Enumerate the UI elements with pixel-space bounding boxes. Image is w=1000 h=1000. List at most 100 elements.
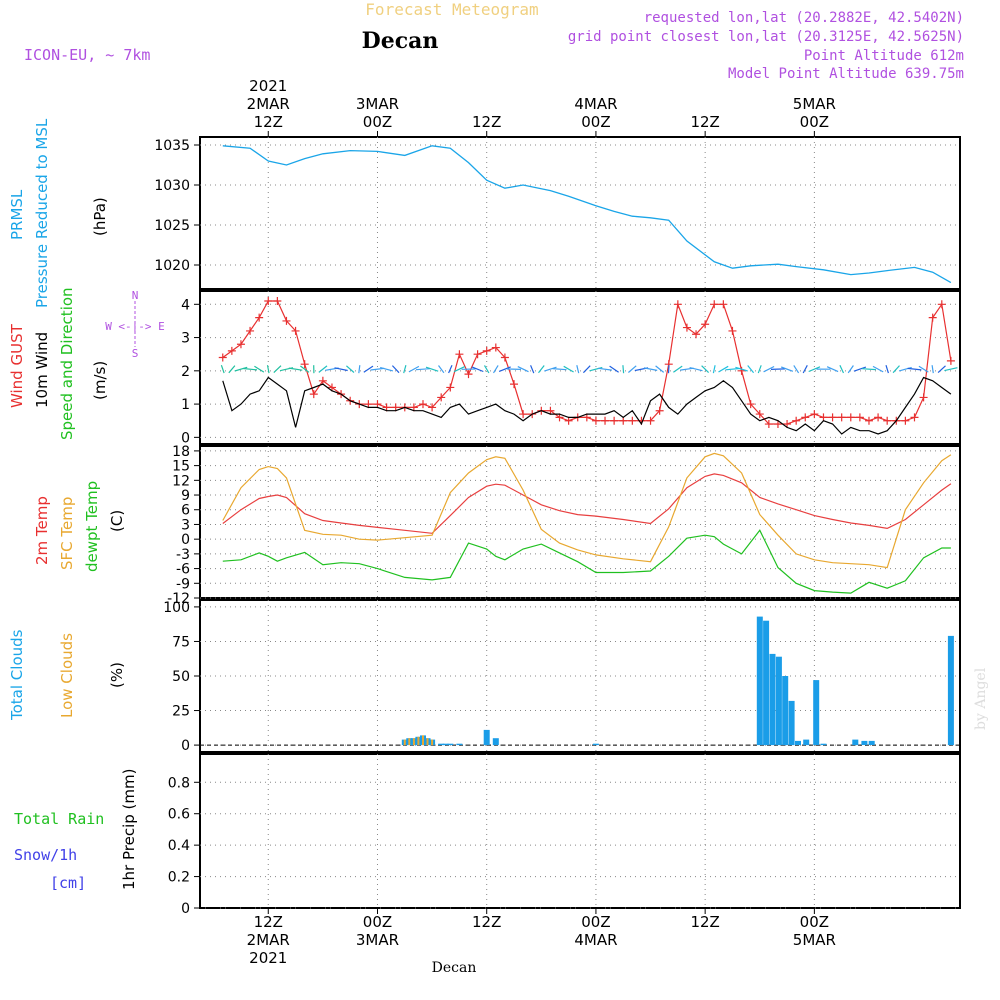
low-cloud-bar — [431, 739, 434, 746]
wind-direction-arrow — [483, 365, 490, 374]
y-tick-label: 0 — [181, 532, 190, 548]
gust-point — [737, 366, 746, 375]
wind-direction-arrow — [725, 367, 740, 371]
y-tick-label: 50 — [172, 669, 190, 685]
gust-point — [282, 316, 291, 325]
time-label-top: 00Z — [581, 113, 610, 131]
wind-direction-arrow — [530, 365, 535, 374]
wind-direction-arrow — [853, 366, 867, 372]
y-tick-label: -12 — [167, 591, 190, 607]
y-tick-label: 3 — [181, 517, 190, 533]
wind-direction-arrow — [701, 365, 710, 374]
y-tick-label: 0.2 — [168, 870, 190, 886]
total-cloud-bar — [803, 739, 810, 746]
wind-direction-arrow — [718, 365, 729, 373]
time-label-top: 4MAR — [574, 95, 617, 113]
wind-direction-arrow — [403, 365, 407, 374]
total-cloud-bar — [756, 616, 763, 746]
total-cloud-bar — [592, 743, 599, 746]
wind-direction-arrow — [747, 365, 755, 374]
time-label-bottom: 5MAR — [793, 931, 836, 949]
y-tick-label: -3 — [176, 547, 190, 563]
dewpt-line — [222, 529, 951, 594]
gust-point — [883, 416, 892, 425]
gust-point — [373, 400, 382, 409]
wind-direction-arrow — [885, 365, 889, 374]
wind-direction-arrow — [780, 366, 794, 372]
p1-label-unit: (hPa) — [91, 197, 109, 236]
low-cloud-bar — [422, 735, 424, 746]
point-altitude: Point Altitude 612m — [804, 48, 964, 64]
p2-label-wind: 10m Wind — [33, 332, 51, 408]
time-label-bottom: 12Z — [690, 913, 719, 931]
low-cloud-bar — [426, 738, 429, 746]
gust-point — [646, 416, 655, 425]
wind-direction-arrow — [234, 366, 248, 372]
y-tick-label: 1020 — [154, 258, 190, 274]
p3-label-dewpt: dewpt Temp — [83, 481, 101, 572]
gust-point — [291, 326, 300, 335]
station-title: Decan — [362, 28, 439, 54]
wind-direction-arrow — [380, 366, 394, 372]
y-tick-label: -6 — [176, 562, 190, 578]
wind-direction-arrow — [220, 365, 225, 374]
product-title: Forecast Meteogram — [365, 0, 538, 19]
low-cloud-bar — [408, 738, 411, 746]
footer-station: Decan — [432, 960, 477, 976]
time-label-top: 00Z — [800, 113, 829, 131]
model-altitude: Model Point Altitude 639.75m — [728, 66, 964, 82]
gust-point — [901, 416, 910, 425]
wind-direction-arrow — [300, 365, 310, 373]
gust-point — [801, 413, 810, 422]
time-label-bottom: 00Z — [800, 913, 829, 931]
y-tick-label: 6 — [181, 503, 190, 519]
compass-south: S — [132, 347, 139, 360]
wind-direction-arrow — [931, 365, 934, 374]
total-cloud-bar — [763, 620, 770, 746]
time-label-bottom: 2021 — [249, 949, 287, 967]
y-tick-label: 0.4 — [168, 838, 190, 854]
wind-direction-arrow — [448, 365, 453, 374]
p3-label-sfc: SFC Temp — [58, 497, 76, 570]
total-cloud-bar — [868, 740, 875, 745]
gust-point — [473, 350, 482, 359]
wind-direction-arrow — [438, 365, 445, 374]
gust-point — [591, 416, 600, 425]
gust-point — [455, 350, 464, 359]
wind-line — [222, 376, 952, 435]
y-tick-label: 75 — [172, 634, 190, 650]
gust-point — [855, 413, 864, 422]
gust-point — [655, 406, 664, 415]
y-tick-label: 0 — [181, 901, 190, 917]
model-name: ICON-EU, ~ 7km — [24, 46, 150, 64]
wind-direction-arrow — [898, 366, 912, 372]
wind-direction-arrow — [735, 366, 748, 372]
credit-watermark: by Angel — [973, 667, 989, 730]
wind-direction-arrow — [254, 365, 265, 373]
total-cloud-bar — [813, 680, 820, 745]
gust-point — [628, 416, 637, 425]
wind-direction-arrow — [552, 368, 567, 371]
gust-point — [837, 413, 846, 422]
gust-point — [828, 413, 837, 422]
wind-direction-arrow — [358, 365, 361, 374]
p1-label-prmsl: PRMSL — [8, 189, 26, 240]
time-label-bottom: 3MAR — [356, 931, 399, 949]
p5-label-cm: [cm] — [50, 874, 86, 892]
gust-point — [792, 416, 801, 425]
low-cloud-bar — [403, 739, 406, 746]
wind-direction-arrow — [492, 365, 499, 374]
wind-direction-arrow — [763, 365, 775, 373]
gust-point — [364, 400, 373, 409]
wind-direction-arrow — [793, 365, 800, 374]
time-label-bottom: 12Z — [254, 913, 283, 931]
total-cloud-bar — [438, 743, 445, 746]
gridpoint-coords: grid point closest lon,lat (20.3125E, 42… — [568, 29, 964, 45]
wind-direction-arrow — [498, 366, 511, 372]
gust-point — [673, 300, 682, 309]
y-tick-label: 1025 — [154, 218, 190, 234]
wind-direction-arrow — [273, 365, 282, 374]
wind-direction-arrow — [861, 368, 876, 371]
gust-point — [273, 296, 282, 305]
